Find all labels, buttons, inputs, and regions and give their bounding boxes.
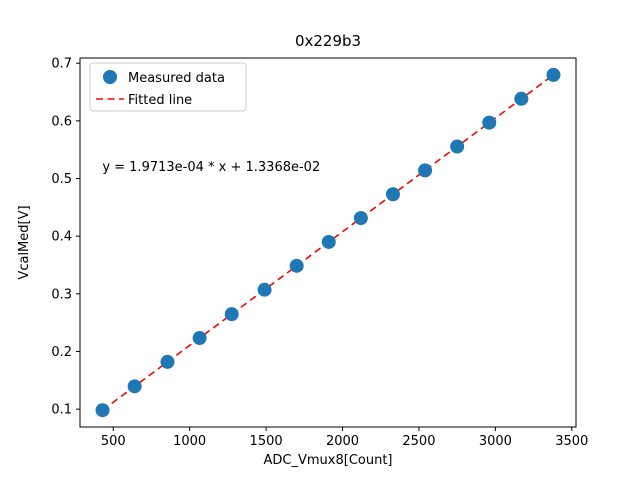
data-point — [385, 187, 400, 202]
y-tick-label: 0.7 — [51, 57, 72, 72]
y-tick-label: 0.2 — [51, 345, 72, 360]
y-tick-label: 0.5 — [51, 172, 72, 187]
data-point — [514, 91, 529, 106]
data-point — [450, 139, 465, 154]
data-point — [127, 379, 142, 394]
data-point — [224, 307, 239, 322]
legend-marker-measured — [103, 70, 117, 84]
legend-box — [89, 62, 247, 112]
data-point — [160, 354, 175, 369]
x-tick-label: 500 — [101, 434, 126, 449]
data-point — [418, 163, 433, 178]
y-tick-label: 0.1 — [51, 403, 72, 418]
data-point — [289, 258, 304, 273]
legend-label-fitted: Fitted line — [128, 93, 192, 108]
fit-equation-annotation: y = 1.9713e-04 * x + 1.3368e-02 — [102, 160, 320, 175]
x-tick-label: 2000 — [326, 434, 359, 449]
x-tick-label: 3500 — [555, 434, 588, 449]
x-tick-label: 1000 — [173, 434, 206, 449]
data-point — [257, 282, 272, 297]
x-tick-label: 2500 — [402, 434, 435, 449]
y-axis-label: VcalMed[V] — [17, 205, 32, 279]
data-point — [95, 403, 110, 418]
y-tick-label: 0.4 — [51, 230, 72, 245]
chart-title: 0x229b3 — [295, 32, 361, 50]
y-tick-label: 0.6 — [51, 114, 72, 129]
y-tick-label: 0.3 — [51, 287, 72, 302]
legend: Measured data Fitted line — [89, 62, 247, 112]
data-point — [546, 67, 561, 82]
x-tick-label: 3000 — [479, 434, 512, 449]
axes-spines — [79, 57, 577, 428]
x-tick-label: 1500 — [250, 434, 283, 449]
legend-label-measured: Measured data — [128, 71, 225, 86]
data-point — [482, 115, 497, 130]
data-point — [192, 331, 207, 346]
x-axis-label: ADC_Vmux8[Count] — [264, 453, 393, 468]
data-point — [321, 234, 336, 249]
data-point — [353, 211, 368, 226]
